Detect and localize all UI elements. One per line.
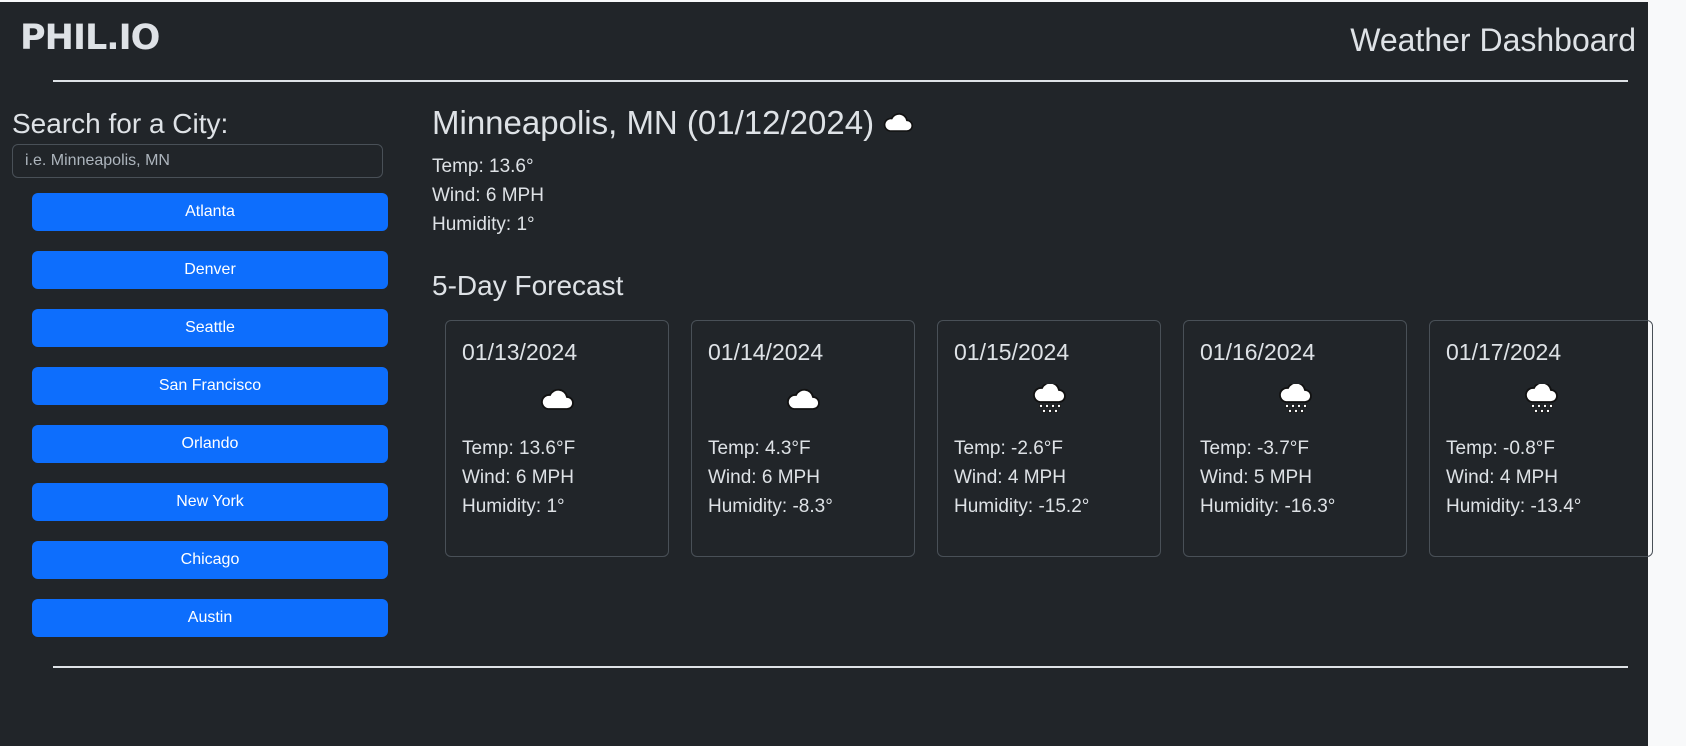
forecast-humidity: Humidity: -13.4°	[1446, 496, 1582, 517]
forecast-title: 5-Day Forecast	[432, 270, 624, 301]
forecast-card: 01/15/2024 Temp: -2.6°F Wind: 4 MPH Humi…	[937, 320, 1161, 557]
snow-icon	[1033, 384, 1066, 413]
forecast-date: 01/17/2024	[1446, 339, 1562, 365]
forecast-date: 01/15/2024	[954, 339, 1070, 365]
cloud-icon	[787, 388, 820, 410]
current-weather-heading: Minneapolis, MN (01/12/2024)	[432, 104, 914, 142]
forecast-temp: Temp: -0.8°F	[1446, 438, 1555, 459]
forecast-card: 01/16/2024 Temp: -3.7°F Wind: 5 MPH Humi…	[1183, 320, 1407, 557]
city-button-orlando[interactable]: Orlando	[32, 425, 388, 463]
forecast-date: 01/13/2024	[462, 339, 578, 365]
forecast-humidity: Humidity: -16.3°	[1200, 496, 1336, 517]
current-temp: Temp: 13.6°	[432, 156, 534, 177]
city-button-atlanta[interactable]: Atlanta	[32, 193, 388, 231]
search-input[interactable]	[12, 144, 383, 178]
forecast-wind: Wind: 4 MPH	[1446, 467, 1558, 488]
current-humidity: Humidity: 1°	[432, 214, 535, 235]
city-button-seattle[interactable]: Seattle	[32, 309, 388, 347]
forecast-wind: Wind: 5 MPH	[1200, 467, 1312, 488]
right-edge	[1648, 0, 1686, 746]
city-button-denver[interactable]: Denver	[32, 251, 388, 289]
forecast-wind: Wind: 4 MPH	[954, 467, 1066, 488]
current-stats: Temp: 13.6° Wind: 6 MPH Humidity: 1°	[432, 152, 544, 239]
forecast-humidity: Humidity: -8.3°	[708, 496, 833, 517]
search-label: Search for a City:	[12, 108, 229, 139]
forecast-temp: Temp: -3.7°F	[1200, 438, 1309, 459]
forecast-row: 01/13/2024 Temp: 13.6°F Wind: 6 MPH Humi…	[445, 320, 1653, 557]
city-button-san-francisco[interactable]: San Francisco	[32, 367, 388, 405]
top-edge	[0, 0, 1686, 2]
forecast-card: 01/13/2024 Temp: 13.6°F Wind: 6 MPH Humi…	[445, 320, 669, 557]
page-title: Weather Dashboard	[1350, 22, 1636, 58]
header-divider	[53, 80, 1628, 82]
city-list: Atlanta Denver Seattle San Francisco Orl…	[32, 193, 388, 657]
city-button-new-york[interactable]: New York	[32, 483, 388, 521]
footer-divider	[53, 666, 1628, 668]
forecast-humidity: Humidity: 1°	[462, 496, 565, 517]
logo: PHIL.IO	[20, 18, 160, 58]
forecast-wind: Wind: 6 MPH	[708, 467, 820, 488]
forecast-temp: Temp: -2.6°F	[954, 438, 1063, 459]
city-button-austin[interactable]: Austin	[32, 599, 388, 637]
forecast-temp: Temp: 4.3°F	[708, 438, 811, 459]
current-wind: Wind: 6 MPH	[432, 185, 544, 206]
forecast-temp: Temp: 13.6°F	[462, 438, 576, 459]
current-city-date: Minneapolis, MN (01/12/2024)	[432, 104, 875, 141]
forecast-date: 01/16/2024	[1200, 339, 1316, 365]
snow-icon	[1525, 384, 1558, 413]
cloud-icon	[883, 113, 914, 132]
forecast-wind: Wind: 6 MPH	[462, 467, 574, 488]
cloud-icon	[541, 388, 574, 410]
forecast-date: 01/14/2024	[708, 339, 824, 365]
snow-icon	[1279, 384, 1312, 413]
city-button-chicago[interactable]: Chicago	[32, 541, 388, 579]
forecast-card: 01/14/2024 Temp: 4.3°F Wind: 6 MPH Humid…	[691, 320, 915, 557]
forecast-humidity: Humidity: -15.2°	[954, 496, 1090, 517]
forecast-card: 01/17/2024 Temp: -0.8°F Wind: 4 MPH Humi…	[1429, 320, 1653, 557]
